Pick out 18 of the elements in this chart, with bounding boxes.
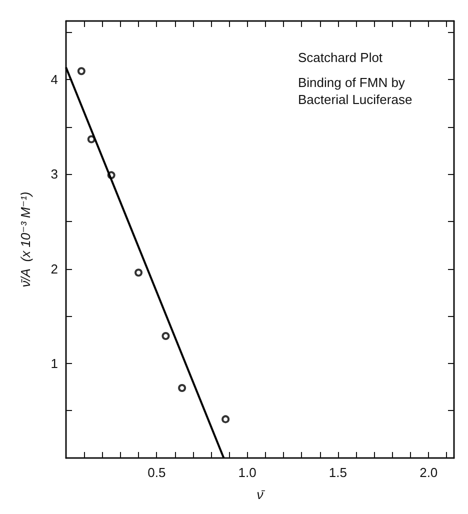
text: Scatchard Plot: [298, 50, 383, 65]
y-tick-label: 2: [50, 261, 58, 276]
y-tick-label: 1: [50, 356, 58, 371]
point: [178, 384, 186, 392]
point: [134, 268, 143, 277]
x-tick-label: 1.5: [328, 465, 347, 480]
point: [77, 67, 86, 76]
y-tick-label: 4: [50, 72, 58, 88]
point: [87, 135, 96, 144]
point: [222, 415, 230, 424]
x-tick-label: 2.0: [420, 465, 438, 480]
x-tick-label: 0.5: [148, 465, 166, 480]
point: [162, 332, 170, 340]
y-tick-label: 3: [50, 166, 58, 182]
x-tick-label: 1.0: [238, 465, 256, 480]
x-axis-title: ν̄: [256, 487, 266, 502]
y-axis-title: ν̄/A (x 10⁻³ M⁻¹): [18, 192, 33, 288]
text: Binding of FMN by Bacterial Luciferase: [298, 75, 412, 107]
